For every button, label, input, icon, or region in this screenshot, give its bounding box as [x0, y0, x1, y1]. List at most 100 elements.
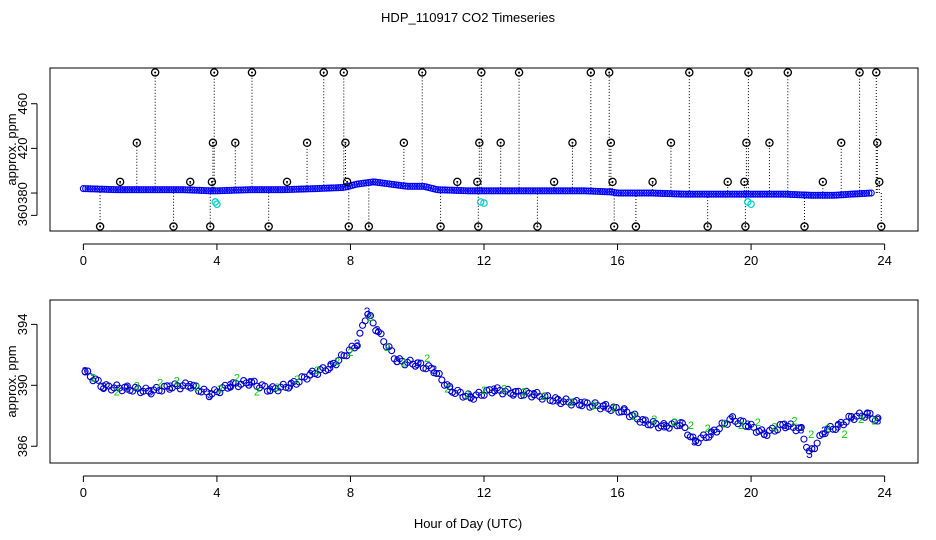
raw-point — [184, 186, 192, 194]
outlier-point-center — [634, 225, 637, 228]
raw-point — [858, 190, 866, 198]
outlier-point-center — [172, 225, 175, 228]
outlier-point-center — [609, 141, 612, 144]
raw-point — [404, 182, 412, 190]
outlier-point-center — [347, 225, 350, 228]
top-plot-frame — [49, 67, 919, 232]
raw-point — [276, 186, 284, 194]
raw-point — [320, 184, 328, 192]
outlier-point — [247, 68, 257, 77]
raw-point — [779, 190, 787, 198]
bottom-x-tick-label: 12 — [477, 485, 491, 500]
level3-trace-point — [705, 433, 713, 441]
top-x-tick-label: 12 — [477, 253, 491, 268]
raw-point — [510, 187, 518, 195]
raw-point — [121, 186, 129, 194]
raw-point — [325, 184, 333, 192]
raw-point — [647, 189, 655, 197]
level3-point: 3 — [207, 387, 214, 401]
outlier-point — [872, 68, 881, 77]
raw-point — [540, 187, 549, 195]
raw-point — [200, 186, 208, 195]
raw-point — [248, 186, 257, 194]
raw-point — [265, 186, 273, 194]
raw-point — [503, 187, 511, 195]
raw-point — [130, 186, 138, 194]
raw-point — [126, 186, 134, 194]
raw-point — [582, 187, 590, 195]
outlier-point-center — [439, 225, 442, 228]
raw-point — [179, 186, 187, 194]
flagged-point — [476, 198, 485, 206]
raw-point — [367, 178, 375, 186]
bottom-x-tick-label: 16 — [610, 485, 624, 500]
raw-point — [137, 186, 145, 194]
level3-point: 3 — [744, 418, 751, 432]
bottom-plot-frame — [49, 299, 919, 464]
outlier-point — [875, 177, 884, 187]
level3-point: 3 — [227, 378, 234, 392]
level3-trace-point — [340, 352, 348, 360]
raw-point — [754, 190, 762, 198]
level3-point: 3 — [554, 394, 561, 408]
raw-point — [596, 187, 604, 196]
raw-point — [744, 190, 752, 198]
raw-point — [640, 189, 648, 197]
level2-point: 2 — [631, 411, 637, 423]
raw-point — [612, 189, 620, 197]
level3-point: 3 — [781, 418, 788, 432]
raw-point — [698, 190, 706, 198]
raw-point — [700, 190, 708, 198]
raw-point — [181, 186, 189, 194]
raw-point — [239, 186, 247, 194]
raw-point — [158, 186, 166, 194]
raw-point — [221, 186, 229, 195]
level3-trace-point — [776, 421, 784, 429]
outlier-point — [836, 138, 846, 148]
raw-point — [202, 187, 210, 195]
raw-point — [269, 186, 277, 194]
raw-point — [545, 187, 553, 195]
level2-point: 2 — [568, 397, 574, 409]
raw-point — [517, 187, 525, 195]
top-x-tick-label: 24 — [877, 253, 891, 268]
level3-trace-point — [366, 312, 375, 320]
raw-point — [304, 185, 312, 193]
level3-point: 3 — [394, 354, 401, 368]
level3-trace-point — [546, 396, 554, 405]
level2-point: 2 — [501, 383, 507, 395]
level2-point: 2 — [157, 377, 163, 389]
raw-point — [230, 186, 238, 194]
raw-point — [830, 191, 838, 199]
raw-point — [737, 190, 746, 198]
top-y-axis-label: approx. ppm — [4, 113, 19, 185]
raw-point — [413, 182, 421, 190]
outlier-point — [473, 177, 482, 187]
level3-trace-point — [382, 343, 390, 351]
level3-point: 3 — [848, 410, 855, 424]
raw-point — [747, 190, 755, 198]
outlier-point — [302, 138, 312, 148]
raw-point — [689, 190, 697, 198]
raw-point — [151, 186, 159, 194]
outlier-point — [666, 138, 676, 148]
level3-trace-point — [377, 330, 385, 338]
raw-point — [401, 182, 410, 190]
bottom-y-tick-label: 394 — [15, 314, 30, 336]
raw-point — [645, 189, 653, 197]
raw-point — [775, 190, 783, 198]
raw-point — [846, 190, 854, 198]
raw-point — [355, 180, 363, 188]
raw-point — [411, 182, 419, 190]
raw-point — [705, 190, 713, 198]
level3-trace-point — [433, 369, 441, 378]
level3-point: 3 — [691, 435, 698, 449]
raw-point — [388, 180, 396, 188]
raw-point — [255, 186, 264, 194]
raw-point — [724, 190, 732, 198]
raw-point — [272, 186, 280, 194]
outlier-point-center — [480, 71, 483, 74]
level3-trace-point — [229, 379, 237, 387]
level3-point: 3 — [287, 378, 294, 392]
